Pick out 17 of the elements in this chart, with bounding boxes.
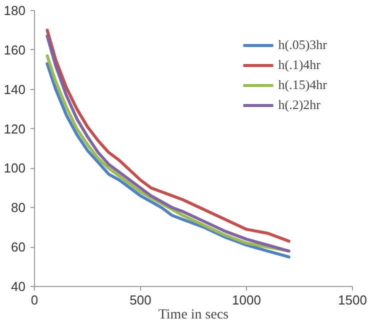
- x-tick-label: 500: [130, 292, 152, 308]
- y-tick-label: 180: [4, 3, 26, 18]
- y-tick-label: 100: [4, 160, 26, 176]
- x-tick-label: 0: [30, 292, 38, 308]
- legend-label: h(.1)4hr: [278, 57, 320, 73]
- legend-label: h(.05)3hr: [278, 37, 327, 53]
- x-tick-label: 1000: [232, 292, 261, 308]
- y-tick-label: 40: [11, 279, 26, 294]
- y-tick-label: 140: [4, 82, 26, 97]
- x-tick-label: 1500: [338, 292, 367, 308]
- legend-label: h(.15)4hr: [278, 77, 327, 93]
- legend-label: h(.2)2hr: [278, 97, 320, 113]
- y-tick-label: 60: [11, 240, 26, 255]
- y-tick-label: 160: [4, 42, 26, 58]
- y-tick-label: 80: [11, 200, 26, 216]
- x-axis-title: Time in secs: [158, 308, 229, 322]
- y-tick-label: 120: [4, 121, 26, 136]
